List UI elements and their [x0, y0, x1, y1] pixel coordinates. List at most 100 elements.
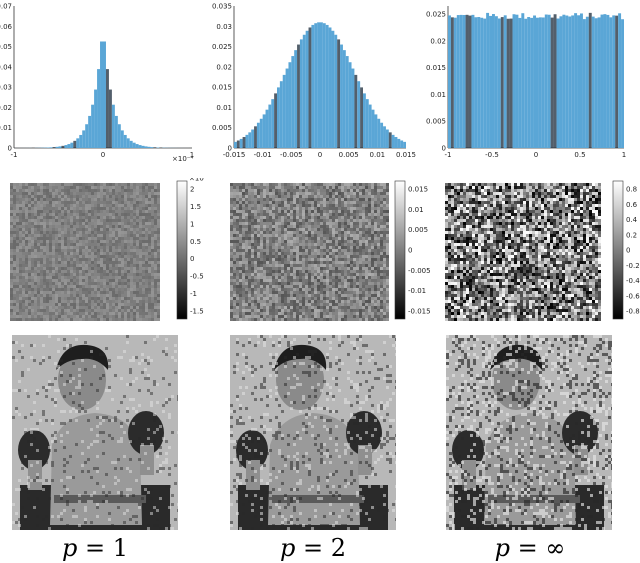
noise-pixel — [281, 192, 284, 195]
noise-pixel — [308, 261, 311, 264]
noise-pixel — [287, 297, 290, 300]
noise-pixel — [64, 240, 67, 243]
histogram-bar — [462, 15, 466, 148]
noise-pixel — [55, 198, 58, 201]
noise-pixel — [112, 201, 115, 204]
noise-pixel — [76, 228, 79, 231]
noise-pixel — [43, 297, 46, 300]
noise-pixel — [233, 207, 236, 210]
noise-pixel — [356, 264, 359, 267]
noise-pixel — [157, 285, 160, 288]
noise-pixel — [13, 297, 16, 300]
noise-pixel — [248, 213, 251, 216]
histogram-bar — [591, 16, 595, 148]
noise-pixel — [314, 243, 317, 246]
noise-pixel — [28, 315, 31, 318]
noise-pixel — [40, 315, 43, 318]
noise-pixel — [22, 222, 25, 225]
noise-pixel — [302, 186, 305, 189]
noise-pixel — [260, 288, 263, 291]
noise-pixel — [344, 297, 347, 300]
noise-pixel — [34, 282, 37, 285]
noise-pixel — [257, 237, 260, 240]
noise-pixel — [332, 237, 335, 240]
noise-pixel — [88, 246, 91, 249]
noise-pixel — [350, 255, 353, 258]
noise-pixel — [61, 183, 64, 186]
noise-pixel — [70, 303, 73, 306]
noise-pixel — [22, 243, 25, 246]
noise-pixel — [365, 183, 368, 186]
noise-pixel — [260, 315, 263, 318]
noise-pixel — [70, 198, 73, 201]
noise-pixel — [109, 228, 112, 231]
noise-pixel — [278, 288, 281, 291]
noise-pixel — [230, 252, 233, 255]
noise-pixel — [85, 234, 88, 237]
noise-pixel — [148, 216, 151, 219]
noise-pixel — [82, 246, 85, 249]
noise-pixel — [290, 219, 293, 222]
noise-pixel — [233, 276, 236, 279]
noise-pixel — [350, 189, 353, 192]
histogram-bar — [351, 68, 355, 148]
noise-pixel — [109, 210, 112, 213]
noise-pixel — [362, 219, 365, 222]
noise-pixel — [248, 225, 251, 228]
noise-pixel — [40, 183, 43, 186]
noise-pixel — [67, 255, 70, 258]
noise-pixel — [374, 273, 377, 276]
noise-pixel — [118, 279, 121, 282]
noise-pixel — [365, 318, 368, 321]
noise-pixel — [368, 189, 371, 192]
noise-pixel — [67, 207, 70, 210]
noise-pixel — [383, 234, 386, 237]
noise-pixel — [106, 186, 109, 189]
noise-pixel — [371, 270, 374, 273]
colorbar-tick-label: -0.01 — [408, 287, 426, 295]
noise-pixel — [88, 225, 91, 228]
noise-pixel — [13, 267, 16, 270]
noise-pixel — [46, 315, 49, 318]
noise-pixel — [28, 273, 31, 276]
noise-pixel — [248, 252, 251, 255]
noise-pixel — [302, 318, 305, 321]
noise-pixel — [230, 297, 233, 300]
noise-pixel — [236, 198, 239, 201]
noise-pixel — [374, 303, 377, 306]
noise-pixel — [97, 201, 100, 204]
noise-pixel — [127, 222, 130, 225]
noise-pixel — [284, 216, 287, 219]
histogram-bar — [394, 137, 398, 148]
noise-pixel — [25, 291, 28, 294]
noise-pixel — [64, 228, 67, 231]
noise-pixel — [380, 204, 383, 207]
noise-pixel — [28, 228, 31, 231]
noise-pixel — [58, 183, 61, 186]
noise-pixel — [356, 231, 359, 234]
noise-pixel — [254, 246, 257, 249]
noise-pixel — [269, 216, 272, 219]
noise-pixel — [103, 192, 106, 195]
noise-pixel — [34, 186, 37, 189]
noise-pixel — [332, 231, 335, 234]
noise-pixel — [49, 189, 52, 192]
y-tick-label: 0 — [442, 145, 446, 153]
noise-pixel — [133, 183, 136, 186]
noise-pixel — [133, 210, 136, 213]
noise-pixel — [136, 261, 139, 264]
noise-pixel — [28, 270, 31, 273]
noise-pixel — [112, 243, 115, 246]
noise-pixel — [37, 219, 40, 222]
histogram-bar — [274, 93, 277, 148]
noise-pixel — [296, 294, 299, 297]
noise-pixel — [248, 246, 251, 249]
noise-pixel — [106, 228, 109, 231]
noise-pixel — [64, 231, 67, 234]
noise-pixel — [142, 264, 145, 267]
noise-pixel — [97, 216, 100, 219]
noise-pixel — [275, 261, 278, 264]
noise-pixel — [61, 309, 64, 312]
histogram-bar — [547, 14, 551, 148]
noise-pixel — [94, 213, 97, 216]
